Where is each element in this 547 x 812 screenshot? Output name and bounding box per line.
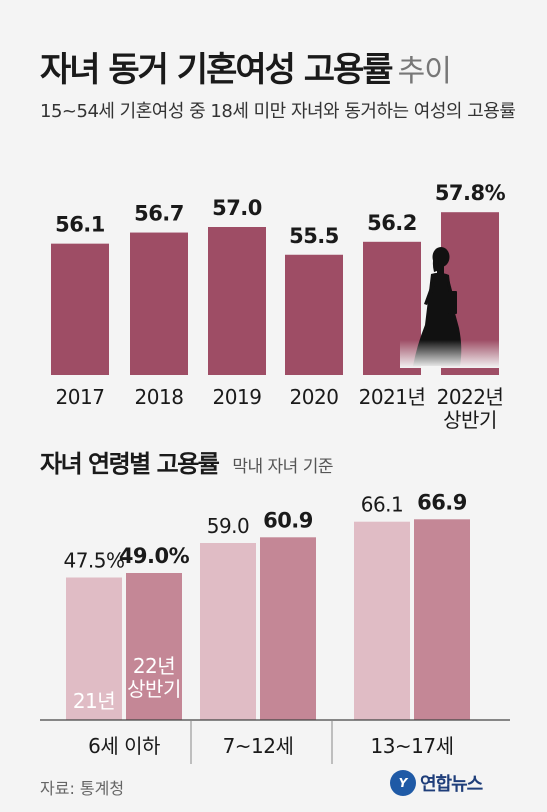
bar-value-label: 57.0 [212, 196, 262, 220]
legend-label: 21년 [73, 689, 115, 713]
bar-value-label: 56.1 [55, 213, 105, 237]
x-tick-label: 2022년 상반기 [437, 385, 504, 432]
title-light: 추이 [397, 54, 452, 89]
legend-label: 22년 상반기 [127, 654, 181, 701]
bar-value-label: 60.9 [263, 508, 313, 532]
x-tick-label: 7~12세 [223, 734, 294, 758]
bar [354, 521, 410, 720]
x-tick-label: 2019 [213, 385, 262, 409]
section2-note: 막내 자녀 기준 [232, 457, 334, 477]
bar-value-label: 49.0% [119, 544, 190, 568]
x-tick-label: 2021년 [359, 385, 426, 409]
yearly-employment-chart: 56.1 2017 56.7 2018 57.0 2019 55.5 2020 56.2 2021… [51, 181, 506, 432]
bar [414, 519, 470, 720]
bar [260, 537, 316, 720]
x-tick-label: 6세 이하 [88, 734, 160, 758]
logo-text: 연합뉴스 [420, 774, 483, 795]
yonhap-logo: Y 연합뉴스 [390, 770, 483, 796]
bar-value-label: 66.9 [417, 490, 467, 514]
title-bold: 자녀 동거 기혼여성 고용률 [40, 50, 394, 90]
bar-value-label: 66.1 [361, 493, 404, 517]
bar [66, 577, 122, 720]
x-tick-label: 2017 [56, 385, 105, 409]
bar [51, 243, 109, 375]
bar-value-label: 59.0 [207, 514, 250, 538]
source-credit: 자료: 통계청 [40, 779, 125, 798]
chart-title: 자녀 동거 기혼여성 고용률 추이 [40, 42, 452, 91]
section2-title: 자녀 연령별 고용률 [40, 450, 220, 478]
x-tick-label: 13~17세 [370, 734, 453, 758]
bar [200, 543, 256, 720]
x-tick-label: 2020 [290, 385, 339, 409]
bar [208, 227, 266, 375]
bar-value-label: 55.5 [289, 224, 339, 248]
bar-value-label: 57.8% [435, 181, 506, 205]
age-group-employment-chart: 47.5% 21년 49.0% 22년 상반기 6세 이하 59.0 60.9 7~12세 66.… [40, 490, 510, 764]
bar-value-label: 56.7 [134, 202, 184, 226]
chart-subtitle: 15~54세 기혼여성 중 18세 미만 자녀와 동거하는 여성의 고용률 [40, 101, 516, 122]
bar [130, 232, 188, 375]
logo-mark-icon: Y [390, 770, 416, 796]
bar [126, 573, 182, 720]
bar-value-label: 56.2 [367, 211, 417, 235]
section2-header: 자녀 연령별 고용률 막내 자녀 기준 [40, 444, 334, 479]
bar-value-label: 47.5% [63, 549, 124, 573]
x-tick-label: 2018 [135, 385, 184, 409]
bar [285, 254, 343, 375]
